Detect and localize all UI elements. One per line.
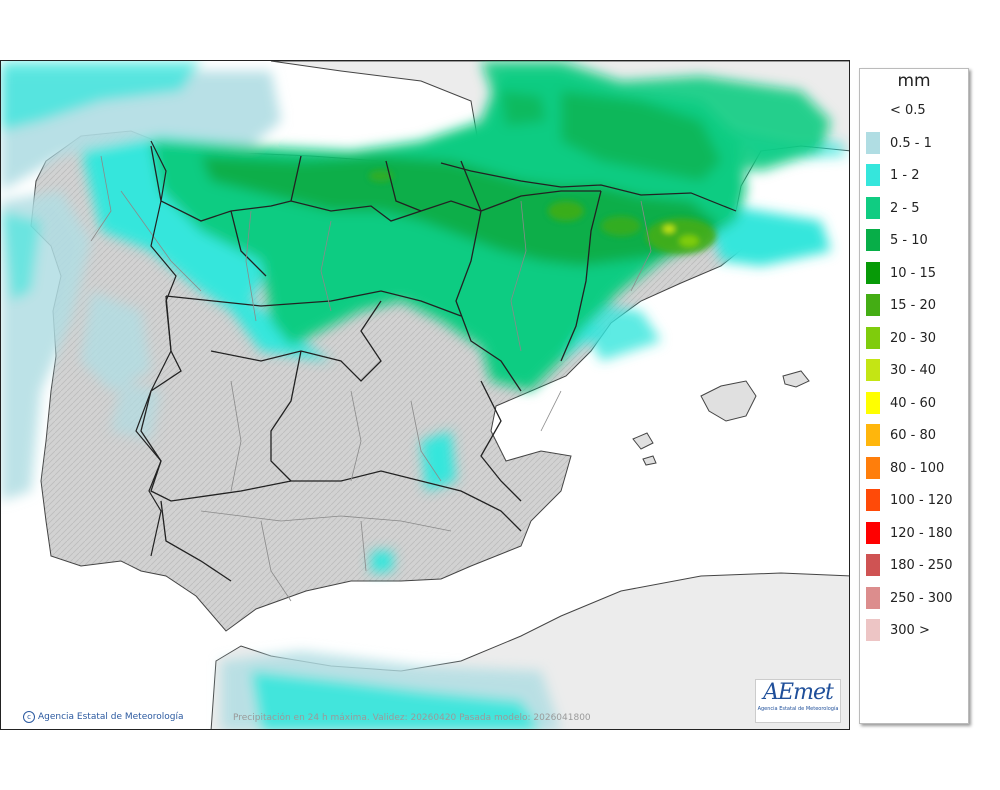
legend-item: 300 >	[866, 619, 966, 641]
logo-subtitle: Agencia Estatal de Meteorología	[757, 706, 839, 712]
province-borders	[90, 155, 652, 602]
legend-item: 250 - 300	[866, 586, 966, 609]
legend-label: 10 - 15	[890, 265, 937, 281]
legend-item: 5 - 10	[866, 229, 966, 251]
credit-label: Agencia Estatal de Meteorología	[38, 712, 184, 722]
legend-label: 15 - 20	[890, 298, 937, 313]
legend-item: 120 - 180	[866, 521, 966, 544]
logo-wordmark: AEmet	[763, 680, 834, 705]
precipitation-map: c Agencia Estatal de Meteorología Precipi…	[0, 60, 850, 730]
legend-label: 5 - 10	[890, 233, 928, 248]
legend-label: 2 - 5	[890, 200, 920, 216]
map-caption: Precipitación en 24 h máxima. Validez: 2…	[233, 713, 591, 723]
legend-item: 180 - 250	[866, 554, 966, 576]
legend-swatch	[866, 391, 880, 414]
legend-swatch	[866, 326, 880, 349]
legend-item: 60 - 80	[866, 424, 966, 446]
legend-swatch	[866, 521, 880, 544]
legend-swatch	[866, 294, 880, 316]
legend-label: < 0.5	[890, 103, 926, 118]
legend-swatch	[866, 131, 880, 154]
legend-swatch	[866, 619, 880, 641]
legend-swatch	[866, 164, 880, 186]
legend-swatch	[866, 489, 880, 511]
aemet-logo: AEmet Agencia Estatal de Meteorología	[755, 679, 841, 723]
region-borders	[140, 145, 602, 582]
legend-swatch	[866, 99, 880, 121]
legend-label: 250 - 300	[890, 590, 953, 606]
legend-label: 180 - 250	[890, 558, 953, 573]
legend-unit: mm	[897, 71, 931, 91]
legend-swatch	[866, 456, 880, 479]
legend-item: 1 - 2	[866, 164, 966, 186]
legend-label: 100 - 120	[890, 493, 953, 508]
legend-swatch	[866, 261, 880, 284]
legend-swatch	[866, 196, 880, 219]
legend-item: 20 - 30	[866, 326, 966, 349]
legend-swatch	[866, 359, 880, 381]
legend-item: 0.5 - 1	[866, 131, 966, 154]
menorca	[782, 370, 810, 388]
mallorca	[700, 380, 757, 422]
copyright-icon: c	[23, 711, 35, 723]
legend-label: 120 - 180	[890, 525, 953, 541]
legend: mm < 0.5 0.5 - 1 1 - 2 2 - 5 5 - 10 10 - 15 15…	[859, 68, 969, 724]
legend-label: 20 - 30	[890, 330, 937, 346]
legend-label: 30 - 40	[890, 363, 937, 378]
ibiza	[632, 432, 654, 450]
formentera	[642, 455, 657, 466]
portugal-border	[135, 140, 177, 557]
legend-item: 30 - 40	[866, 359, 966, 381]
legend-item: 40 - 60	[866, 391, 966, 414]
legend-label: 1 - 2	[890, 168, 920, 183]
legend-item: 2 - 5	[866, 196, 966, 219]
legend-item: 80 - 100	[866, 456, 966, 479]
map-canvas	[1, 61, 849, 729]
credit-text: c Agencia Estatal de Meteorología	[23, 711, 184, 723]
precip-peaks	[369, 170, 716, 254]
legend-label: 0.5 - 1	[890, 135, 932, 151]
legend-label: 40 - 60	[890, 395, 937, 411]
legend-swatch	[866, 229, 880, 251]
legend-swatch	[866, 424, 880, 446]
legend-swatch	[866, 554, 880, 576]
legend-swatch	[866, 586, 880, 609]
precip-overlay	[1, 61, 846, 729]
france-border	[440, 162, 737, 212]
legend-item: < 0.5	[866, 99, 966, 121]
legend-item: 15 - 20	[866, 294, 966, 316]
legend-item: 100 - 120	[866, 489, 966, 511]
legend-label: 300 >	[890, 623, 930, 638]
legend-item: 10 - 15	[866, 261, 966, 284]
legend-label: 80 - 100	[890, 460, 945, 476]
legend-label: 60 - 80	[890, 428, 937, 443]
